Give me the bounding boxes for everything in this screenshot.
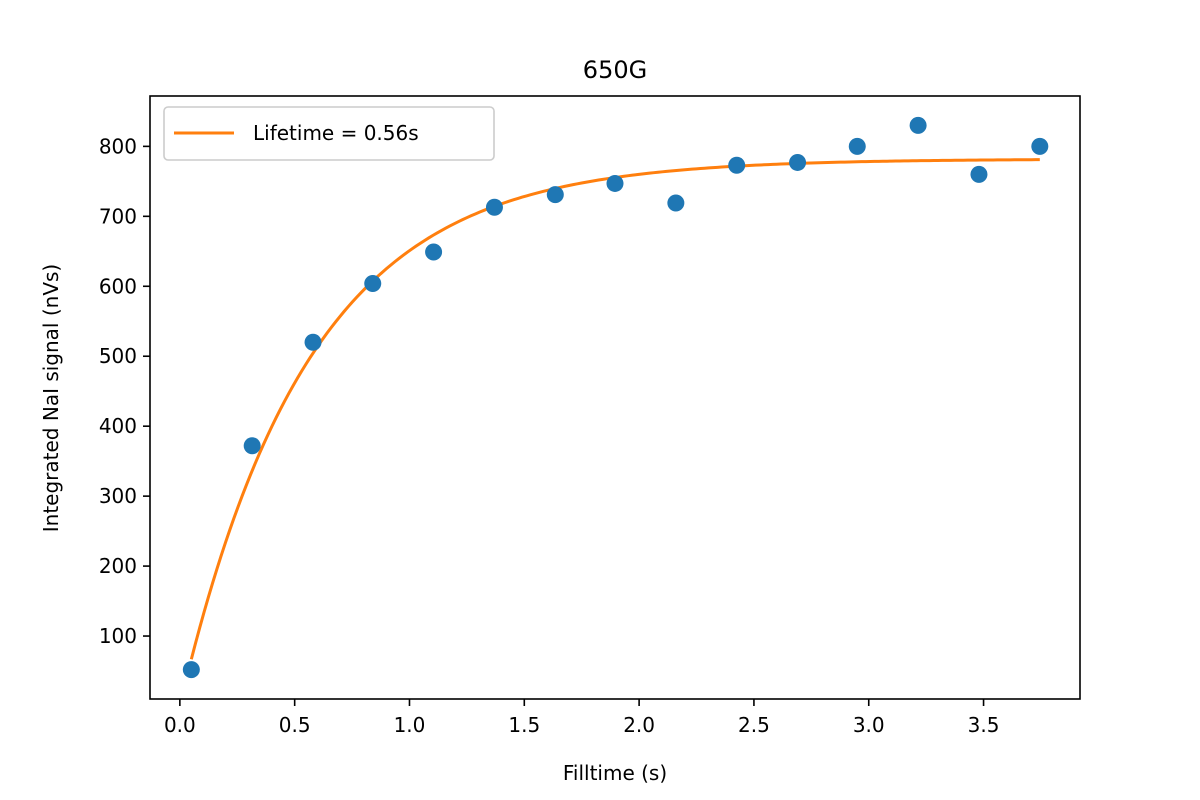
axes-frame (149, 95, 1081, 700)
data-point (909, 116, 927, 134)
y-tick-label: 200 (99, 554, 137, 578)
y-axis-label: Integrated NaI signal (nVs) (39, 264, 63, 532)
y-tick-label: 400 (99, 414, 137, 438)
x-tick-label: 3.5 (968, 713, 1000, 737)
x-tick-label: 3.0 (853, 713, 885, 737)
y-tick-label: 600 (99, 274, 137, 298)
x-tick-label: 0.5 (279, 713, 311, 737)
x-tick-label: 1.0 (394, 713, 426, 737)
x-tick-label: 1.5 (508, 713, 540, 737)
data-point (364, 274, 382, 292)
x-axis-label: Filltime (s) (563, 761, 667, 785)
y-tick-label: 500 (99, 344, 137, 368)
y-tick-label: 100 (99, 624, 137, 648)
data-point (243, 437, 261, 455)
plot-area (182, 116, 1049, 679)
legend-label: Lifetime = 0.56s (253, 121, 419, 145)
data-point (304, 333, 322, 351)
data-point (425, 243, 443, 261)
data-point (789, 153, 807, 171)
data-point (728, 156, 746, 174)
data-point (182, 661, 200, 679)
data-point (606, 174, 624, 192)
y-tick-label: 700 (99, 204, 137, 228)
data-point (1031, 137, 1049, 155)
y-tick-label: 800 (99, 134, 137, 158)
x-tick-label: 0.0 (164, 713, 196, 737)
x-tick-label: 2.0 (623, 713, 655, 737)
data-point (667, 194, 685, 212)
legend-box (163, 106, 495, 161)
chart-title: 650G (583, 56, 647, 84)
y-axis: 100 200 300 400 500 600 700 800 (99, 134, 150, 648)
legend: Lifetime = 0.56s (163, 106, 495, 161)
data-point (546, 186, 564, 204)
data-point (970, 165, 988, 183)
x-tick-label: 2.5 (738, 713, 770, 737)
data-point (485, 198, 503, 216)
x-axis: 0.0 0.5 1.0 1.5 2.0 2.5 3.0 3.5 (164, 699, 1000, 737)
y-tick-label: 300 (99, 484, 137, 508)
data-point (848, 137, 866, 155)
